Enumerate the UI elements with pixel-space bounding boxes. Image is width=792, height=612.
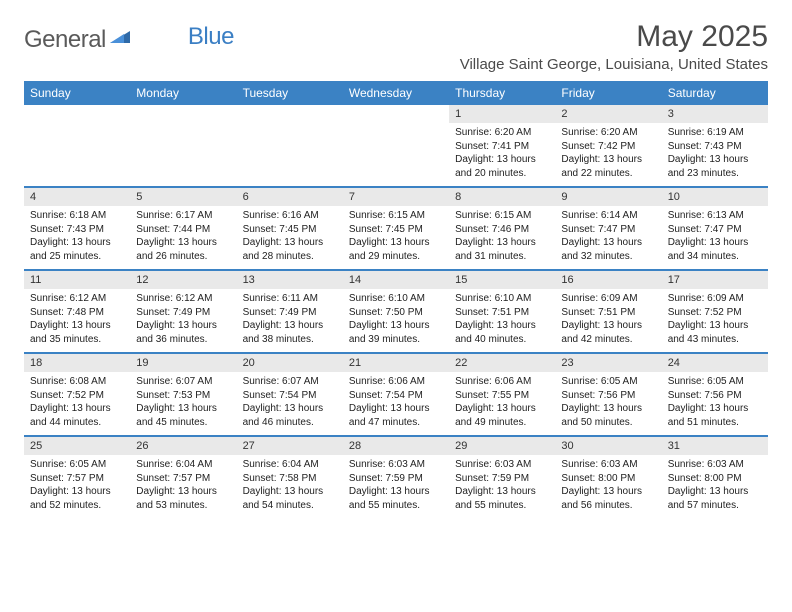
day-header-cell: Tuesday <box>237 81 343 105</box>
day-header-cell: Monday <box>130 81 236 105</box>
date-cell: 27 <box>237 437 343 455</box>
day-content-cell: Sunrise: 6:11 AMSunset: 7:49 PMDaylight:… <box>237 289 343 352</box>
day-content-cell: Sunrise: 6:12 AMSunset: 7:49 PMDaylight:… <box>130 289 236 352</box>
day-header-cell: Thursday <box>449 81 555 105</box>
day-content-cell: Sunrise: 6:13 AMSunset: 7:47 PMDaylight:… <box>662 206 768 269</box>
date-cell: 28 <box>343 437 449 455</box>
content-row: Sunrise: 6:12 AMSunset: 7:48 PMDaylight:… <box>24 289 768 352</box>
date-cell: 14 <box>343 271 449 289</box>
day-content-cell <box>343 123 449 186</box>
day-content-cell: Sunrise: 6:03 AMSunset: 8:00 PMDaylight:… <box>555 455 661 518</box>
date-cell: 19 <box>130 354 236 372</box>
day-content-cell: Sunrise: 6:05 AMSunset: 7:56 PMDaylight:… <box>662 372 768 435</box>
date-cell: 24 <box>662 354 768 372</box>
day-content-cell: Sunrise: 6:04 AMSunset: 7:57 PMDaylight:… <box>130 455 236 518</box>
date-cell: 22 <box>449 354 555 372</box>
day-content-cell: Sunrise: 6:18 AMSunset: 7:43 PMDaylight:… <box>24 206 130 269</box>
date-cell: 21 <box>343 354 449 372</box>
day-content-cell: Sunrise: 6:04 AMSunset: 7:58 PMDaylight:… <box>237 455 343 518</box>
day-content-cell: Sunrise: 6:20 AMSunset: 7:42 PMDaylight:… <box>555 123 661 186</box>
date-cell: 5 <box>130 188 236 206</box>
date-cell: 23 <box>555 354 661 372</box>
day-content-cell: Sunrise: 6:15 AMSunset: 7:46 PMDaylight:… <box>449 206 555 269</box>
date-cell <box>343 105 449 123</box>
content-row: Sunrise: 6:20 AMSunset: 7:41 PMDaylight:… <box>24 123 768 186</box>
day-header-cell: Wednesday <box>343 81 449 105</box>
day-content-cell: Sunrise: 6:12 AMSunset: 7:48 PMDaylight:… <box>24 289 130 352</box>
date-cell: 8 <box>449 188 555 206</box>
day-header-row: SundayMondayTuesdayWednesdayThursdayFrid… <box>24 81 768 105</box>
day-content-cell: Sunrise: 6:07 AMSunset: 7:53 PMDaylight:… <box>130 372 236 435</box>
day-content-cell <box>130 123 236 186</box>
day-content-cell: Sunrise: 6:05 AMSunset: 7:56 PMDaylight:… <box>555 372 661 435</box>
day-content-cell: Sunrise: 6:20 AMSunset: 7:41 PMDaylight:… <box>449 123 555 186</box>
logo-text-2: Blue <box>188 23 234 51</box>
date-cell: 16 <box>555 271 661 289</box>
date-cell: 18 <box>24 354 130 372</box>
day-content-cell: Sunrise: 6:14 AMSunset: 7:47 PMDaylight:… <box>555 206 661 269</box>
day-content-cell: Sunrise: 6:03 AMSunset: 7:59 PMDaylight:… <box>343 455 449 518</box>
date-cell: 31 <box>662 437 768 455</box>
day-content-cell: Sunrise: 6:09 AMSunset: 7:52 PMDaylight:… <box>662 289 768 352</box>
day-header-cell: Saturday <box>662 81 768 105</box>
logo: General Blue <box>24 26 234 54</box>
date-cell: 6 <box>237 188 343 206</box>
date-cell: 17 <box>662 271 768 289</box>
date-cell: 1 <box>449 105 555 123</box>
date-cell: 26 <box>130 437 236 455</box>
date-cell: 29 <box>449 437 555 455</box>
day-content-cell: Sunrise: 6:06 AMSunset: 7:54 PMDaylight:… <box>343 372 449 435</box>
logo-text-1: General <box>24 26 106 54</box>
content-row: Sunrise: 6:08 AMSunset: 7:52 PMDaylight:… <box>24 372 768 435</box>
date-cell: 15 <box>449 271 555 289</box>
date-row: 11121314151617 <box>24 271 768 289</box>
header-right: May 2025 Village Saint George, Louisiana… <box>460 20 768 73</box>
date-row: 25262728293031 <box>24 437 768 455</box>
day-content-cell: Sunrise: 6:16 AMSunset: 7:45 PMDaylight:… <box>237 206 343 269</box>
day-header-cell: Sunday <box>24 81 130 105</box>
date-cell: 30 <box>555 437 661 455</box>
day-content-cell <box>237 123 343 186</box>
day-content-cell: Sunrise: 6:09 AMSunset: 7:51 PMDaylight:… <box>555 289 661 352</box>
date-row: 123 <box>24 105 768 123</box>
calendar-table: SundayMondayTuesdayWednesdayThursdayFrid… <box>24 81 768 518</box>
date-cell: 12 <box>130 271 236 289</box>
day-content-cell: Sunrise: 6:10 AMSunset: 7:51 PMDaylight:… <box>449 289 555 352</box>
date-cell: 4 <box>24 188 130 206</box>
date-cell <box>24 105 130 123</box>
date-cell: 25 <box>24 437 130 455</box>
date-cell <box>237 105 343 123</box>
day-content-cell: Sunrise: 6:05 AMSunset: 7:57 PMDaylight:… <box>24 455 130 518</box>
day-content-cell: Sunrise: 6:19 AMSunset: 7:43 PMDaylight:… <box>662 123 768 186</box>
day-header-cell: Friday <box>555 81 661 105</box>
day-content-cell: Sunrise: 6:03 AMSunset: 8:00 PMDaylight:… <box>662 455 768 518</box>
day-content-cell <box>24 123 130 186</box>
location-text: Village Saint George, Louisiana, United … <box>460 56 768 73</box>
date-cell: 10 <box>662 188 768 206</box>
content-row: Sunrise: 6:05 AMSunset: 7:57 PMDaylight:… <box>24 455 768 518</box>
date-cell: 20 <box>237 354 343 372</box>
day-content-cell: Sunrise: 6:10 AMSunset: 7:50 PMDaylight:… <box>343 289 449 352</box>
day-content-cell: Sunrise: 6:15 AMSunset: 7:45 PMDaylight:… <box>343 206 449 269</box>
date-cell: 3 <box>662 105 768 123</box>
page-header: General Blue May 2025 Village Saint Geor… <box>24 20 768 73</box>
content-row: Sunrise: 6:18 AMSunset: 7:43 PMDaylight:… <box>24 206 768 269</box>
logo-mark-icon <box>110 29 132 52</box>
day-content-cell: Sunrise: 6:03 AMSunset: 7:59 PMDaylight:… <box>449 455 555 518</box>
date-cell: 7 <box>343 188 449 206</box>
date-cell: 2 <box>555 105 661 123</box>
day-content-cell: Sunrise: 6:17 AMSunset: 7:44 PMDaylight:… <box>130 206 236 269</box>
date-cell: 11 <box>24 271 130 289</box>
date-cell <box>130 105 236 123</box>
day-content-cell: Sunrise: 6:08 AMSunset: 7:52 PMDaylight:… <box>24 372 130 435</box>
date-row: 18192021222324 <box>24 354 768 372</box>
date-cell: 13 <box>237 271 343 289</box>
day-content-cell: Sunrise: 6:07 AMSunset: 7:54 PMDaylight:… <box>237 372 343 435</box>
day-content-cell: Sunrise: 6:06 AMSunset: 7:55 PMDaylight:… <box>449 372 555 435</box>
month-title: May 2025 <box>460 20 768 54</box>
date-row: 45678910 <box>24 188 768 206</box>
date-cell: 9 <box>555 188 661 206</box>
calendar-page: General Blue May 2025 Village Saint Geor… <box>0 0 792 538</box>
